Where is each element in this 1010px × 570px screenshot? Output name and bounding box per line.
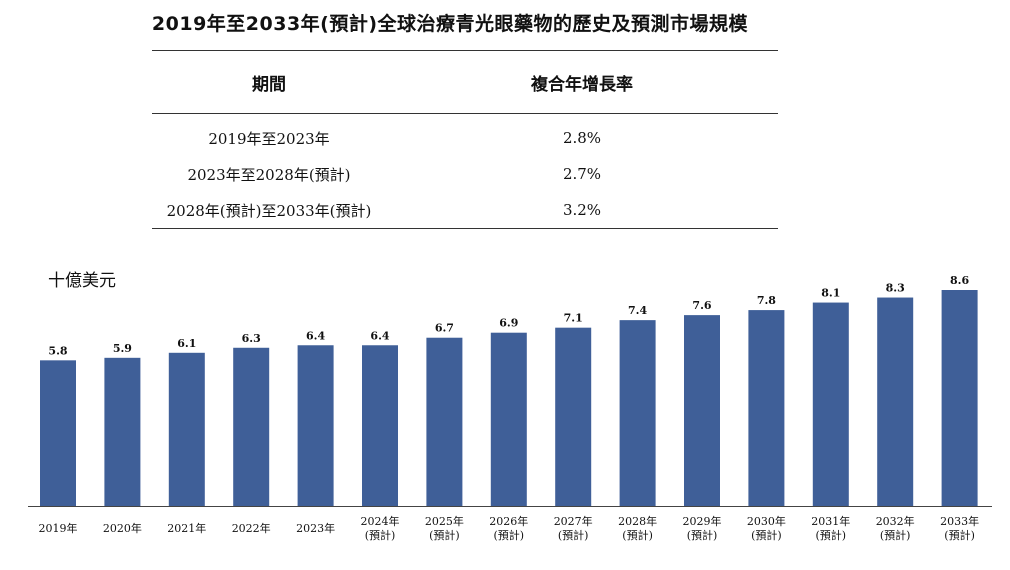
cagr-header-row: 期間 複合年增長率 [152, 50, 778, 114]
data-label: 6.4 [306, 329, 325, 342]
bar-chart: 5.8 2019年 5.9 2020年 6.1 2021年 6.3 2022年 6.4 2023年… [28, 274, 992, 542]
period-header: 期間 [152, 50, 386, 114]
x-tick-label: 2019年 [39, 521, 78, 535]
table-row: 2028年(預計)至2033年(預計) 3.2% [152, 192, 778, 229]
x-tick-label: 2032年(預計) [876, 514, 915, 542]
bar [40, 360, 76, 506]
data-label: 8.3 [886, 282, 905, 295]
bar [426, 337, 463, 506]
x-tick-label: 2031年(預計) [811, 514, 850, 542]
bar [297, 345, 334, 506]
period-cell: 2023年至2028年(預計) [187, 165, 351, 184]
data-label: 6.7 [435, 322, 454, 335]
bar [168, 352, 205, 506]
x-tick-label: 2027年(預計) [554, 514, 593, 542]
data-label: 8.1 [821, 287, 840, 300]
data-label: 6.3 [242, 332, 261, 345]
chart-title: 2019年至2033年(預計)全球治療青光眼藥物的歷史及預測市場規模 [151, 13, 749, 35]
bar [104, 357, 141, 506]
bar [877, 297, 914, 506]
table-row: 2023年至2028年(預計) 2.7% [152, 156, 778, 192]
x-tick-label: 2026年(預計) [489, 514, 528, 542]
data-label: 7.8 [757, 294, 776, 307]
data-label: 5.9 [113, 342, 132, 355]
bar [748, 310, 785, 506]
y-axis-unit-label: 十億美元 [48, 271, 116, 291]
cagr-table: 期間 複合年增長率 2019年至2023年 2.8% 2023年至2028年(預… [152, 50, 778, 229]
period-cell: 2019年至2023年 [208, 129, 330, 148]
bar [362, 345, 398, 506]
bar [812, 302, 849, 506]
x-tick-label: 2033年(預計) [940, 514, 979, 542]
x-tick-label: 2024年(預計) [361, 514, 400, 542]
x-tick-label: 2029年(預計) [683, 514, 722, 542]
x-tick-label: 2025年(預計) [425, 514, 464, 542]
x-tick-label: 2020年 [103, 521, 142, 535]
cagr-cell: 2.8% [562, 129, 602, 147]
table-row: 2019年至2023年 2.8% [152, 114, 778, 157]
cagr-cell: 3.2% [386, 192, 778, 229]
bar [555, 327, 592, 506]
data-label: 7.6 [692, 299, 711, 312]
bar [684, 315, 720, 506]
data-label: 6.1 [177, 337, 196, 350]
bar [490, 332, 527, 506]
x-tick-label: 2021年 [167, 521, 206, 535]
x-tick-label: 2030年(預計) [747, 514, 786, 542]
x-tick-label: 2023年 [296, 521, 335, 535]
data-label: 6.4 [370, 329, 389, 342]
x-tick-label: 2022年 [232, 521, 271, 535]
data-label: 6.9 [499, 317, 518, 330]
x-tick-label: 2028年(預計) [618, 514, 657, 542]
bar [941, 290, 978, 506]
bar [619, 320, 656, 506]
cagr-header: 複合年增長率 [386, 50, 778, 114]
data-label: 7.1 [564, 312, 583, 325]
data-label: 7.4 [628, 304, 647, 317]
cagr-cell: 2.7% [562, 165, 602, 183]
data-label: 8.6 [950, 274, 969, 287]
period-cell: 2028年(預計)至2033年(預計) [152, 192, 386, 229]
data-label: 5.8 [48, 344, 67, 357]
bar [233, 347, 270, 506]
